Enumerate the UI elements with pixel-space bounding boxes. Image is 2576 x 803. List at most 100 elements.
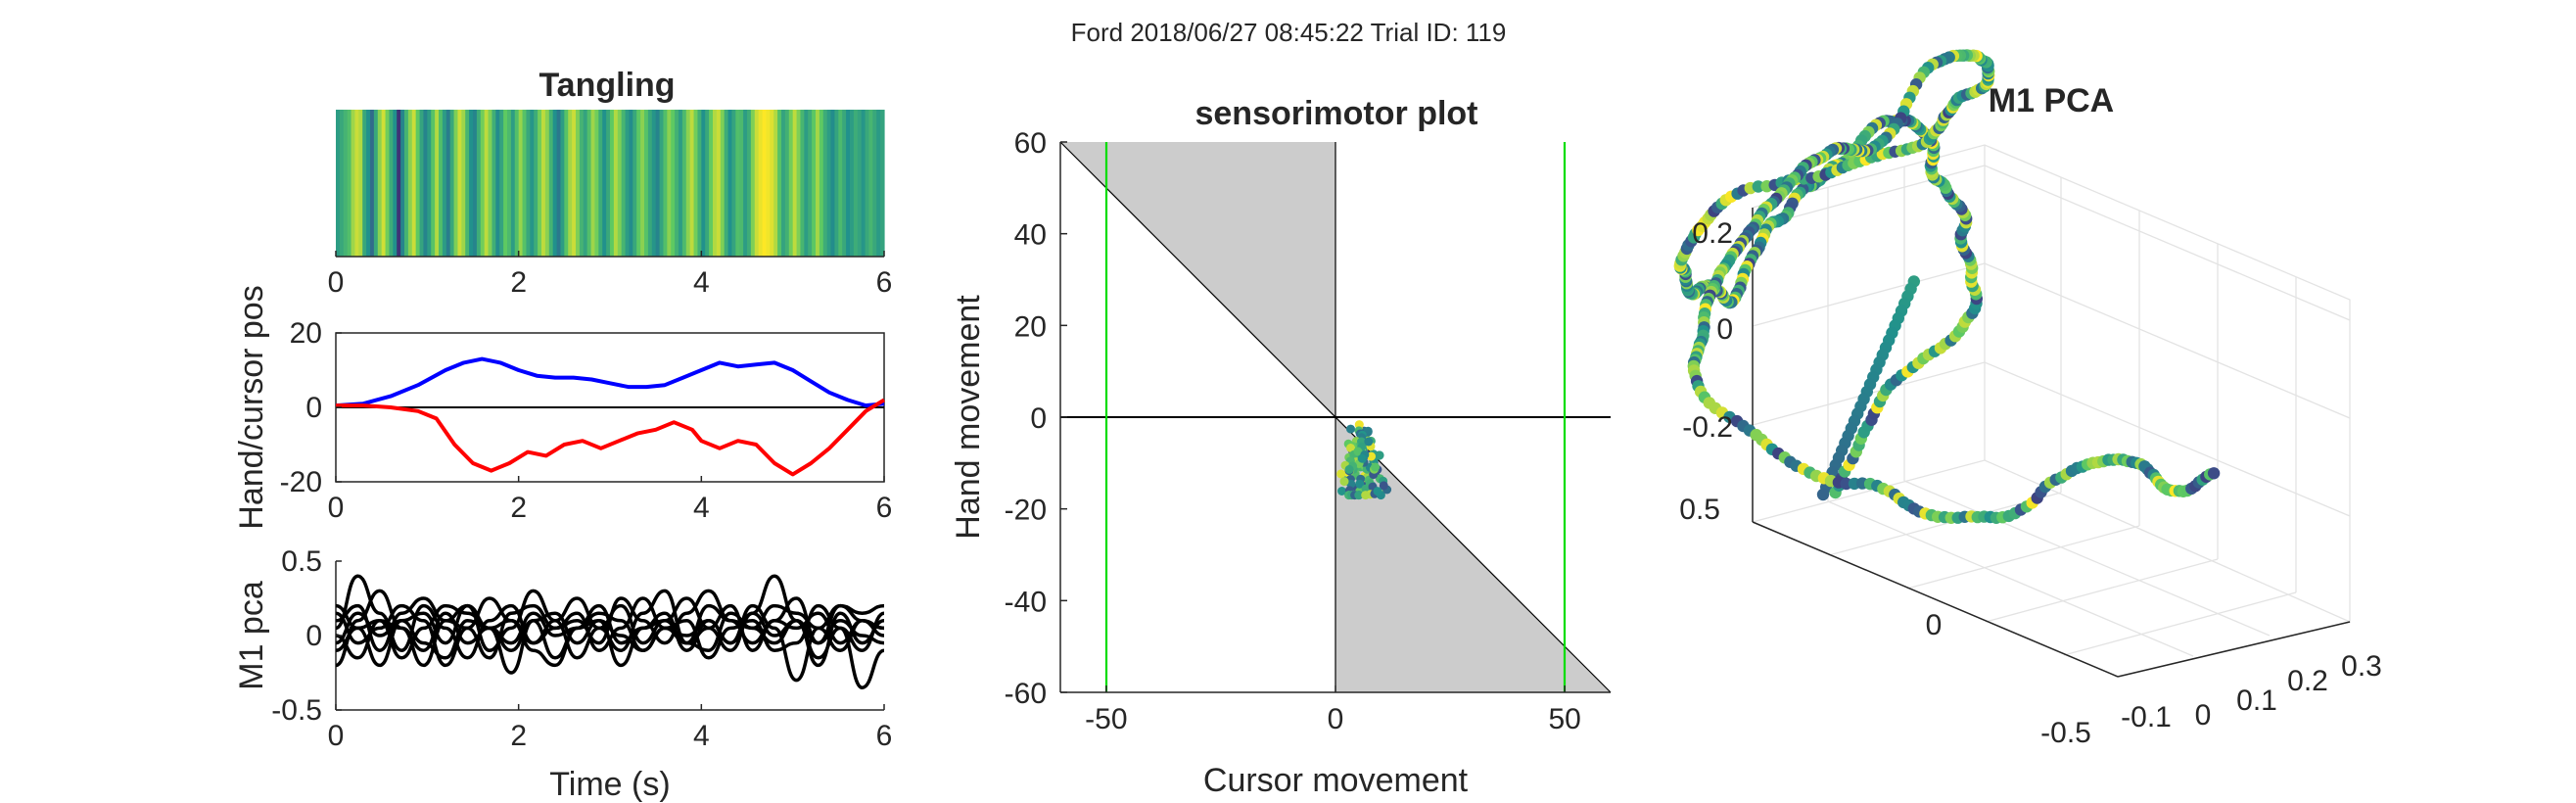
pca3d-point [2207,467,2221,480]
heatmap-cell [629,110,633,257]
handcursor-y-ticks: 20 0 -20 [280,317,342,498]
sensorimotor-ytick-label: -60 [1005,678,1047,710]
heatmap-cell [697,110,702,257]
m1pca3d-title: M1 PCA [1989,82,2114,119]
m1pca-xtick-label: 6 [876,720,893,752]
heatmap-cell [522,110,528,257]
heatmap-cell [469,110,474,257]
heatmap-cell [812,110,817,257]
heatmap-cell [671,110,676,257]
m1pca3d-xtick-1: -0.1 [2121,701,2172,733]
heatmap-cell [872,110,877,257]
sensorimotor-ytick-label: 60 [1014,127,1047,160]
heatmap-cell [404,110,409,257]
heatmap-cell [865,110,870,257]
heatmap-cell [556,110,562,257]
sensorimotor-panel: sensorimotor plot -50 0 50 60 40 20 0 -20 -40 -6… [950,95,1612,799]
heatmap-cell [784,110,790,257]
m1pca-ytick-label: 0.5 [281,545,322,578]
heatmap-cell [435,110,440,257]
heatmap-cell [830,110,836,257]
heatmap-cell [770,110,774,257]
heatmap-cell [373,110,379,257]
heatmap-cell [727,110,733,257]
heatmap-cell [453,110,459,257]
sensorimotor-ytick-label: 20 [1014,310,1047,343]
m1pca-y-ticks: 0.5 0 -0.5 [271,545,342,727]
cursor-position-line [336,398,886,477]
heatmap-cell [853,110,859,257]
heatmap-cell [445,110,451,257]
m1pca3d-xtick-5: 0.3 [2341,650,2382,683]
heatmap-cell [507,110,512,257]
heatmap-cell [777,110,782,257]
m1pca-x-ticks: 0 2 4 6 [328,704,893,752]
heatmap-cell [503,110,508,257]
heatmap-cell [449,110,455,257]
heatmap-cell [679,110,683,257]
heatmap-cell [499,110,504,257]
m1pca-xtick-label: 0 [328,720,345,752]
m1pca3d-xtick-3: 0.1 [2236,685,2277,717]
heatmap-cell [632,110,637,257]
heatmap-cell [655,110,661,257]
heatmap-cell [400,110,405,257]
heatmap-cell [826,110,832,257]
m1pca3d-ytick-0: 0.5 [1679,494,1720,526]
tangling-title: Tangling [539,67,675,104]
m1pca3d-points [1673,49,2221,524]
heatmap-cell [861,110,866,257]
pca3d-point [1816,488,1830,501]
m1pca-xtick-label: 2 [510,720,527,752]
heatmap-cell [621,110,627,257]
sensorimotor-point [1379,481,1388,491]
sensorimotor-ytick-label: -20 [1005,495,1047,527]
sensorimotor-points [1336,420,1392,500]
sensorimotor-point [1346,444,1355,452]
heatmap-cell [781,110,786,257]
heatmap-cell [389,110,394,257]
heatmap-cell [393,110,398,257]
heatmap-cell [640,110,645,257]
handcursor-ytick-label: -20 [280,466,322,498]
heatmap-cell [431,110,436,257]
handcursor-xtick-label: 4 [693,492,710,524]
m1pca3d-grid [1752,144,2351,678]
pca-component-line [335,603,885,652]
sensorimotor-point [1355,479,1365,489]
heatmap-cell [876,110,881,257]
heatmap-cell [617,110,623,257]
heatmap-cell [568,110,573,257]
sensorimotor-ylabel: Hand movement [950,295,987,540]
heatmap-cell [868,110,873,257]
heatmap-cell [358,110,363,257]
heatmap-cell [586,110,592,257]
heatmap-cell [510,110,516,257]
heatmap-cell [644,110,649,257]
handcursor-ytick-label: 0 [305,392,322,424]
heatmap-cell [576,110,581,257]
heatmap-cell [366,110,371,257]
tangling-xtick-label: 2 [510,266,527,299]
heatmap-cell [579,110,585,257]
heatmap-cell [842,110,847,257]
heatmap-cell [743,110,748,257]
heatmap-cell [544,110,550,257]
sensorimotor-point [1371,462,1381,472]
heatmap-cell [362,110,367,257]
heatmap-cell [526,110,531,257]
heatmap-cell [735,110,740,257]
m1pca-xlabel: Time (s) [549,766,670,803]
heatmap-cell [754,110,760,257]
heatmap-cell [838,110,843,257]
handcursor-ytick-label: 20 [290,317,322,350]
m1pca3d-xtick-4: 0.2 [2287,665,2328,697]
heatmap-cell [762,110,768,257]
heatmap-cell [583,110,588,257]
heatmap-cell [685,110,691,257]
heatmap-cell [347,110,352,257]
heatmap-cell [552,110,558,257]
heatmap-cell [407,110,413,257]
handcursor-xtick-label: 2 [510,492,527,524]
heatmap-cell [788,110,794,257]
